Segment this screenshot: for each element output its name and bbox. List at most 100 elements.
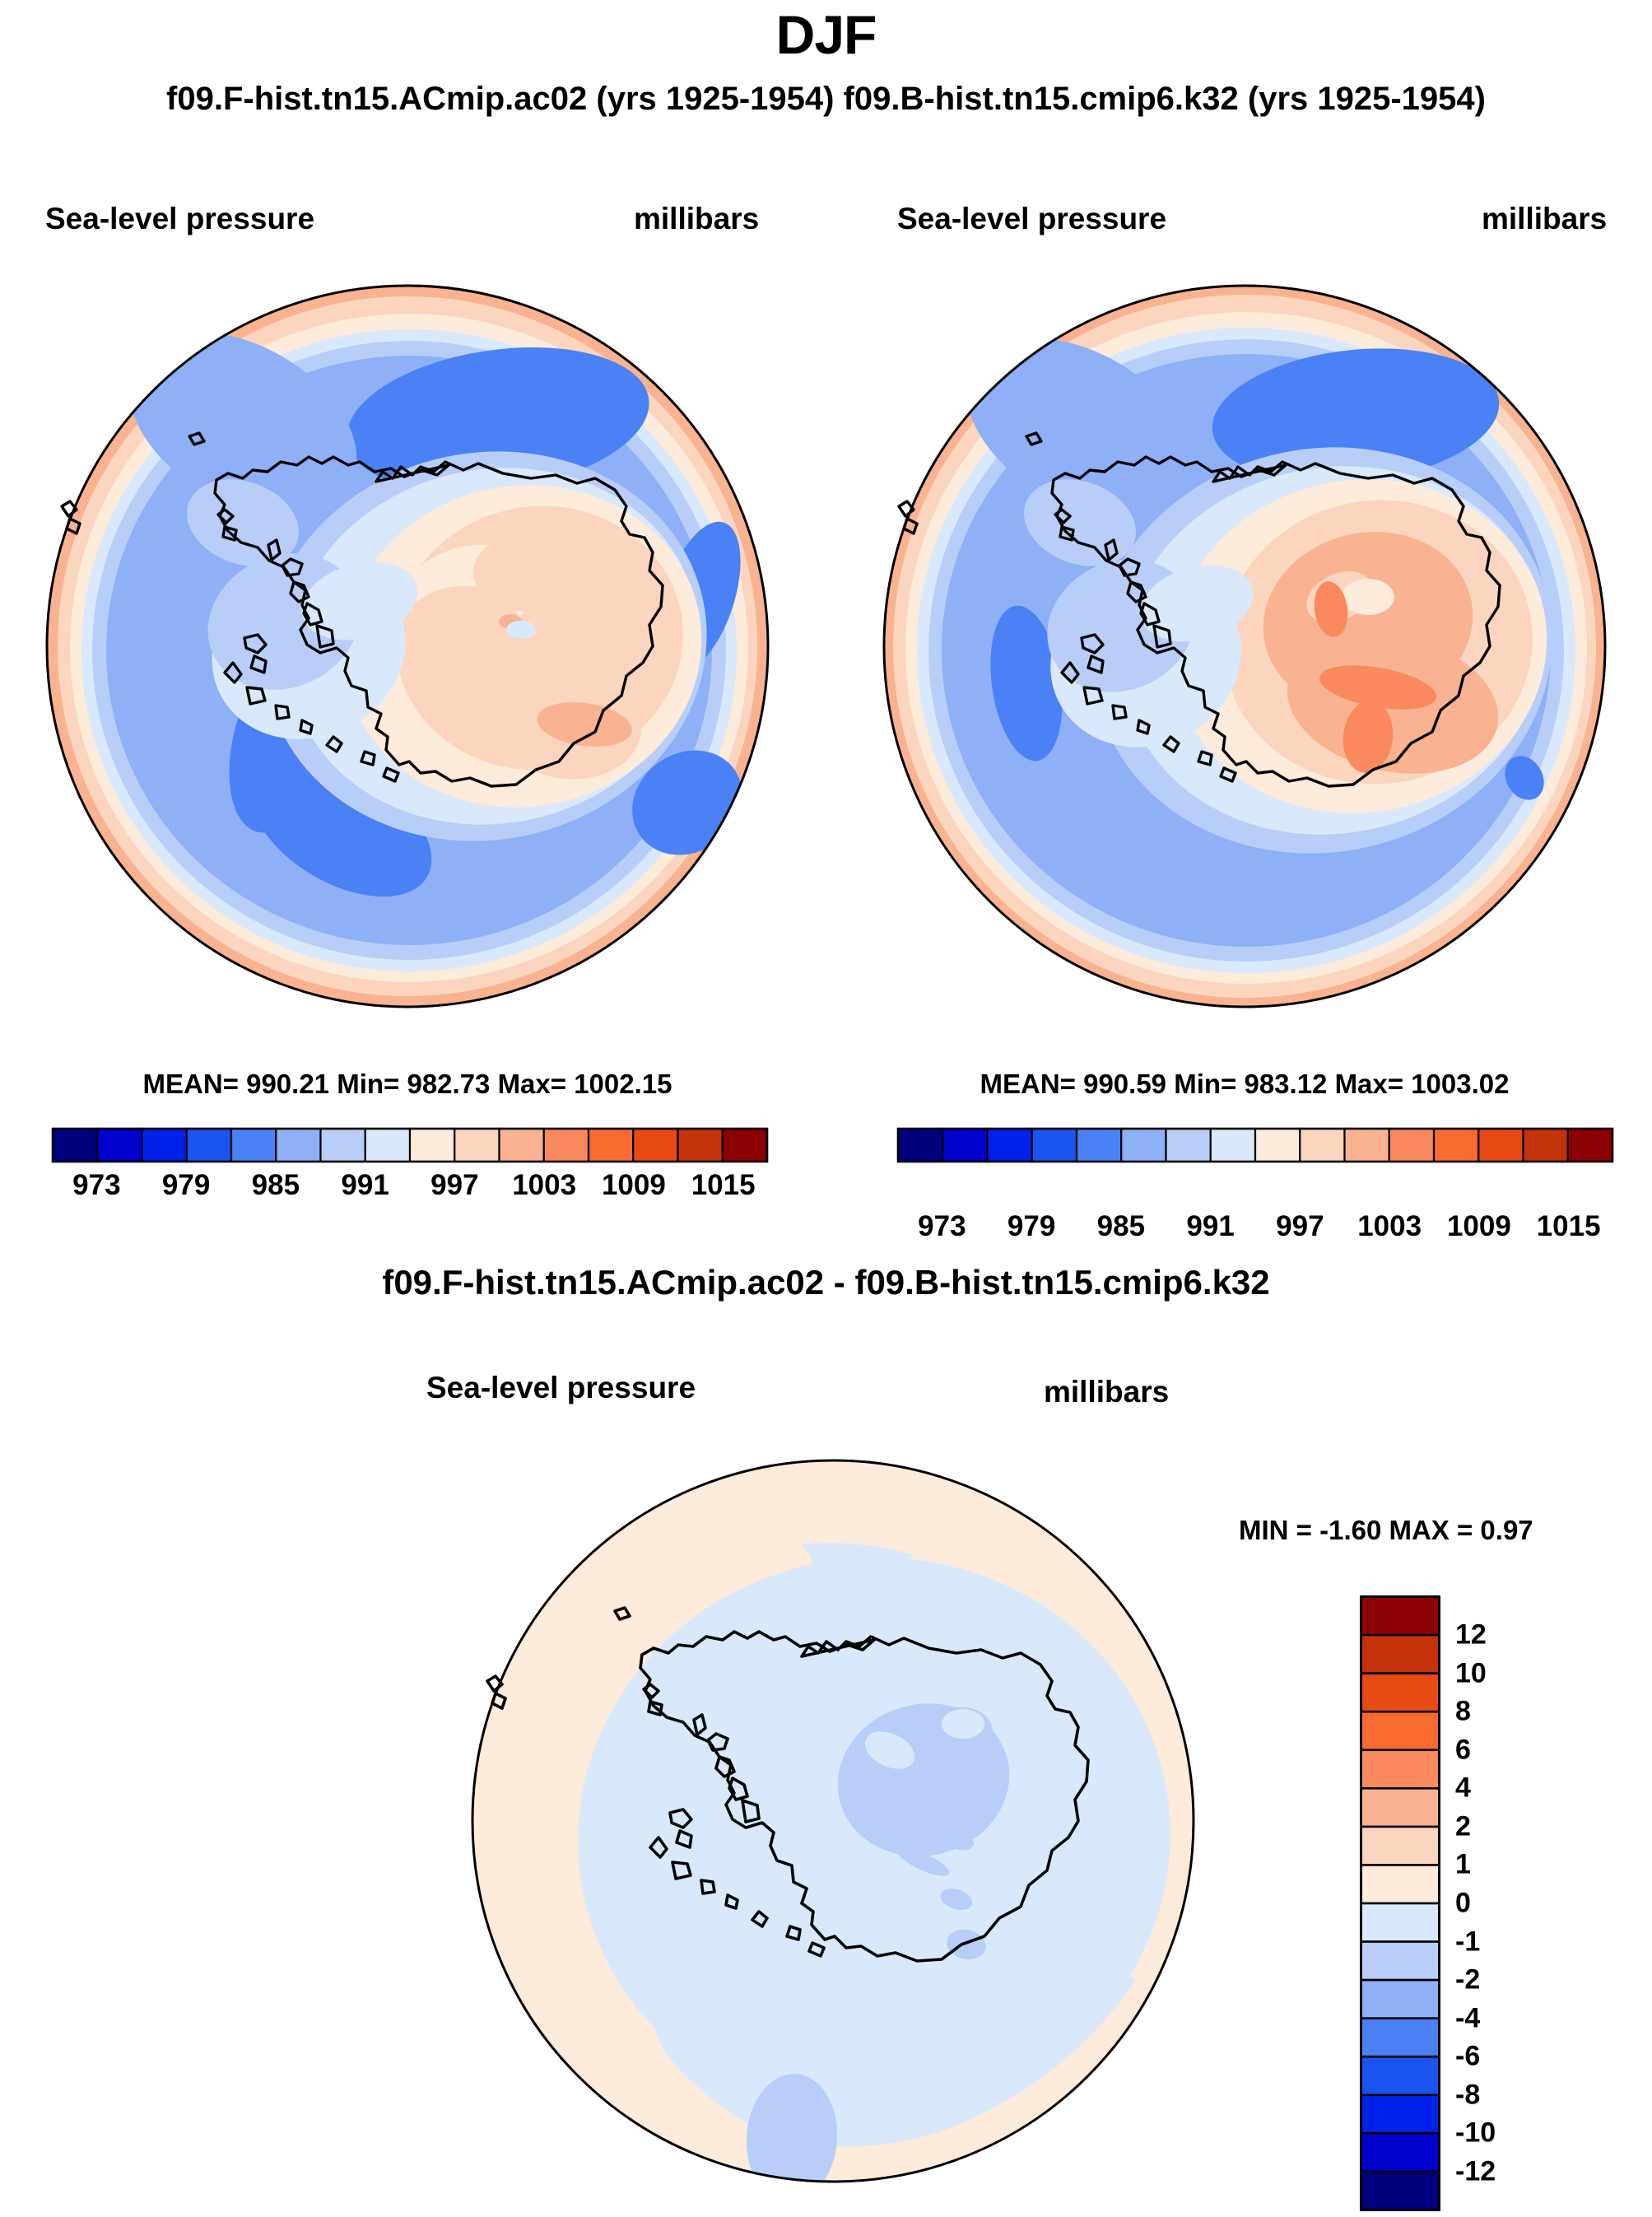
- colorbar-swatch: [141, 1127, 188, 1163]
- colorbar-swatch: [1360, 2017, 1440, 2058]
- colorbar-swatch: [498, 1127, 545, 1163]
- colorbar-swatch: [185, 1127, 233, 1163]
- diff-panel-variable-label: Sea-level pressure: [426, 1371, 696, 1405]
- colorbar-tick-label: 973: [72, 1169, 121, 1201]
- colorbar-swatch: [364, 1127, 412, 1163]
- diff-panel-units-label: millibars: [1044, 1375, 1169, 1409]
- colorbar-swatch: [1031, 1127, 1078, 1163]
- colorbar-tick-label: 2: [1455, 1810, 1471, 1842]
- colorbar-tick-label: -2: [1455, 1963, 1481, 1996]
- colorbar-swatch: [454, 1127, 500, 1163]
- colorbar-tick-label: 979: [161, 1169, 211, 1201]
- diff-map-limb: [471, 1459, 1195, 2183]
- colorbar-tick-label: 985: [251, 1169, 300, 1201]
- colorbar-tick-label: 6: [1455, 1734, 1471, 1766]
- colorbar-swatch: [587, 1127, 635, 1163]
- colorbar-swatch: [1360, 2132, 1440, 2173]
- colorbar-tick-label: -4: [1455, 2002, 1481, 2034]
- colorbar-swatch: [1360, 1978, 1440, 2019]
- colorbar-swatch: [1120, 1127, 1167, 1163]
- colorbar-swatch: [1360, 2094, 1440, 2135]
- colorbar-swatch: [1360, 2170, 1440, 2211]
- polar-map-difference[interactable]: [463, 1451, 1203, 2191]
- colorbar-swatch: [51, 1127, 99, 1163]
- diff-minmax-annotation: MIN = -1.60 MAX = 0.97: [1239, 1515, 1533, 1545]
- diff-units-text: millibars: [1044, 1375, 1170, 1409]
- colorbar-swatch: [1165, 1127, 1212, 1163]
- colorbar-swatch: [896, 1127, 944, 1163]
- colorbar-swatch: [1432, 1127, 1480, 1163]
- colorbar-swatch: [1388, 1127, 1436, 1163]
- colorbar-swatch: [1360, 1940, 1440, 1982]
- colorbar-swatch: [1299, 1127, 1346, 1163]
- colorbar-tick-label: 4: [1455, 1772, 1471, 1804]
- colorbar-swatch: [1360, 1595, 1440, 1637]
- colorbar-swatch: [1209, 1127, 1257, 1163]
- colorbar-swatch: [1360, 1749, 1440, 1790]
- difference-map-svg: [471, 1459, 1195, 2183]
- colorbar-tick-label: 997: [430, 1169, 479, 1201]
- difference-colorbar-ticklabels: 12 10 8 6 4 2 1 0 -1 -2 -4 -6 -8 -10 -12: [1455, 1595, 1579, 2211]
- colorbar-swatch: [1477, 1127, 1524, 1163]
- difference-colorbar[interactable]: [1360, 1595, 1440, 2211]
- colorbar-swatch: [1522, 1127, 1569, 1163]
- difference-title: f09.F-hist.tn15.ACmip.ac02 - f09.B-hist.…: [382, 1263, 1270, 1302]
- colorbar-tick-label: -10: [1455, 2117, 1496, 2149]
- colorbar-tick-label: 1009: [1446, 1210, 1511, 1242]
- polar-map-right[interactable]: [874, 276, 1615, 1017]
- colorbar-tick-label: -6: [1455, 2040, 1481, 2072]
- colorbar-tick-label: 1015: [1536, 1210, 1601, 1242]
- colorbar-tick-label: 0: [1455, 1887, 1471, 1919]
- right-panel-units-label: millibars: [1482, 202, 1607, 236]
- left-antarctica-coastline: [60, 431, 664, 788]
- colorbar-tick-label: 12: [1455, 1619, 1487, 1651]
- colorbar-swatch: [1360, 1864, 1440, 1905]
- diff-antarctica-coastline: [486, 1606, 1090, 1963]
- colorbar-swatch: [1566, 1127, 1614, 1163]
- colorbar-tick-label: -12: [1455, 2155, 1496, 2187]
- colorbar-tick-label: -1: [1455, 1926, 1481, 1958]
- colorbar-tick-label: 10: [1455, 1657, 1487, 1689]
- colorbar-swatch: [275, 1127, 322, 1163]
- colorbar-tick-label: 8: [1455, 1695, 1471, 1727]
- left-panel-units-label: millibars: [634, 202, 759, 236]
- colorbar-swatch: [1360, 2055, 1440, 2097]
- right-colorbar-swatches: [896, 1127, 1614, 1163]
- colorbar-swatch: [721, 1127, 769, 1163]
- colorbar-swatch: [1343, 1127, 1390, 1163]
- colorbar-swatch: [408, 1127, 456, 1163]
- colorbar-tick-label: 991: [341, 1169, 389, 1201]
- colorbar-swatch: [230, 1127, 277, 1163]
- colorbar-tick-label: 1015: [691, 1169, 756, 1201]
- colorbar-tick-label: 1003: [512, 1169, 577, 1201]
- colorbar-tick-label: -8: [1455, 2079, 1481, 2111]
- colorbar-swatch: [1360, 1633, 1440, 1674]
- right-variable-text: Sea-level pressure: [897, 202, 1167, 235]
- colorbar-tick-label: 985: [1096, 1210, 1146, 1242]
- colorbar-tick-label: 973: [918, 1210, 966, 1242]
- left-stats: MEAN= 990.21 Min= 982.73 Max= 1002.15: [142, 1069, 672, 1099]
- right-stats: MEAN= 990.59 Min= 983.12 Max= 1003.02: [980, 1069, 1510, 1099]
- polar-map-left[interactable]: [37, 276, 778, 1017]
- colorbar-tick-label: 997: [1276, 1210, 1324, 1242]
- colorbar-swatch: [1360, 1787, 1440, 1828]
- case-subtitle: f09.F-hist.tn15.ACmip.ac02 (yrs 1925-195…: [166, 81, 1486, 117]
- right-map-limb: [882, 284, 1607, 1008]
- colorbar-swatch: [1360, 1710, 1440, 1752]
- colorbar-swatch: [1075, 1127, 1123, 1163]
- colorbar-swatch: [1360, 1672, 1440, 1713]
- colorbar-tick-label: 1003: [1357, 1210, 1422, 1242]
- colorbar-swatch: [632, 1127, 679, 1163]
- right-contour-fill: [884, 286, 1605, 1007]
- left-map-limb: [45, 284, 770, 1008]
- page-title: DJF: [775, 4, 877, 65]
- colorbar-swatch: [986, 1127, 1033, 1163]
- colorbar-tick-label: 1: [1455, 1848, 1471, 1880]
- colorbar-swatch: [319, 1127, 366, 1163]
- colorbar-swatch: [677, 1127, 724, 1163]
- right-antarctica-coastline: [897, 431, 1501, 788]
- right-colorbar[interactable]: [896, 1127, 1614, 1163]
- left-colorbar[interactable]: [51, 1127, 769, 1163]
- left-colorbar-ticklabels: 973 979 985 991 997 1003 1009 1015: [52, 1169, 768, 1210]
- colorbar-tick-label: 979: [1007, 1210, 1056, 1242]
